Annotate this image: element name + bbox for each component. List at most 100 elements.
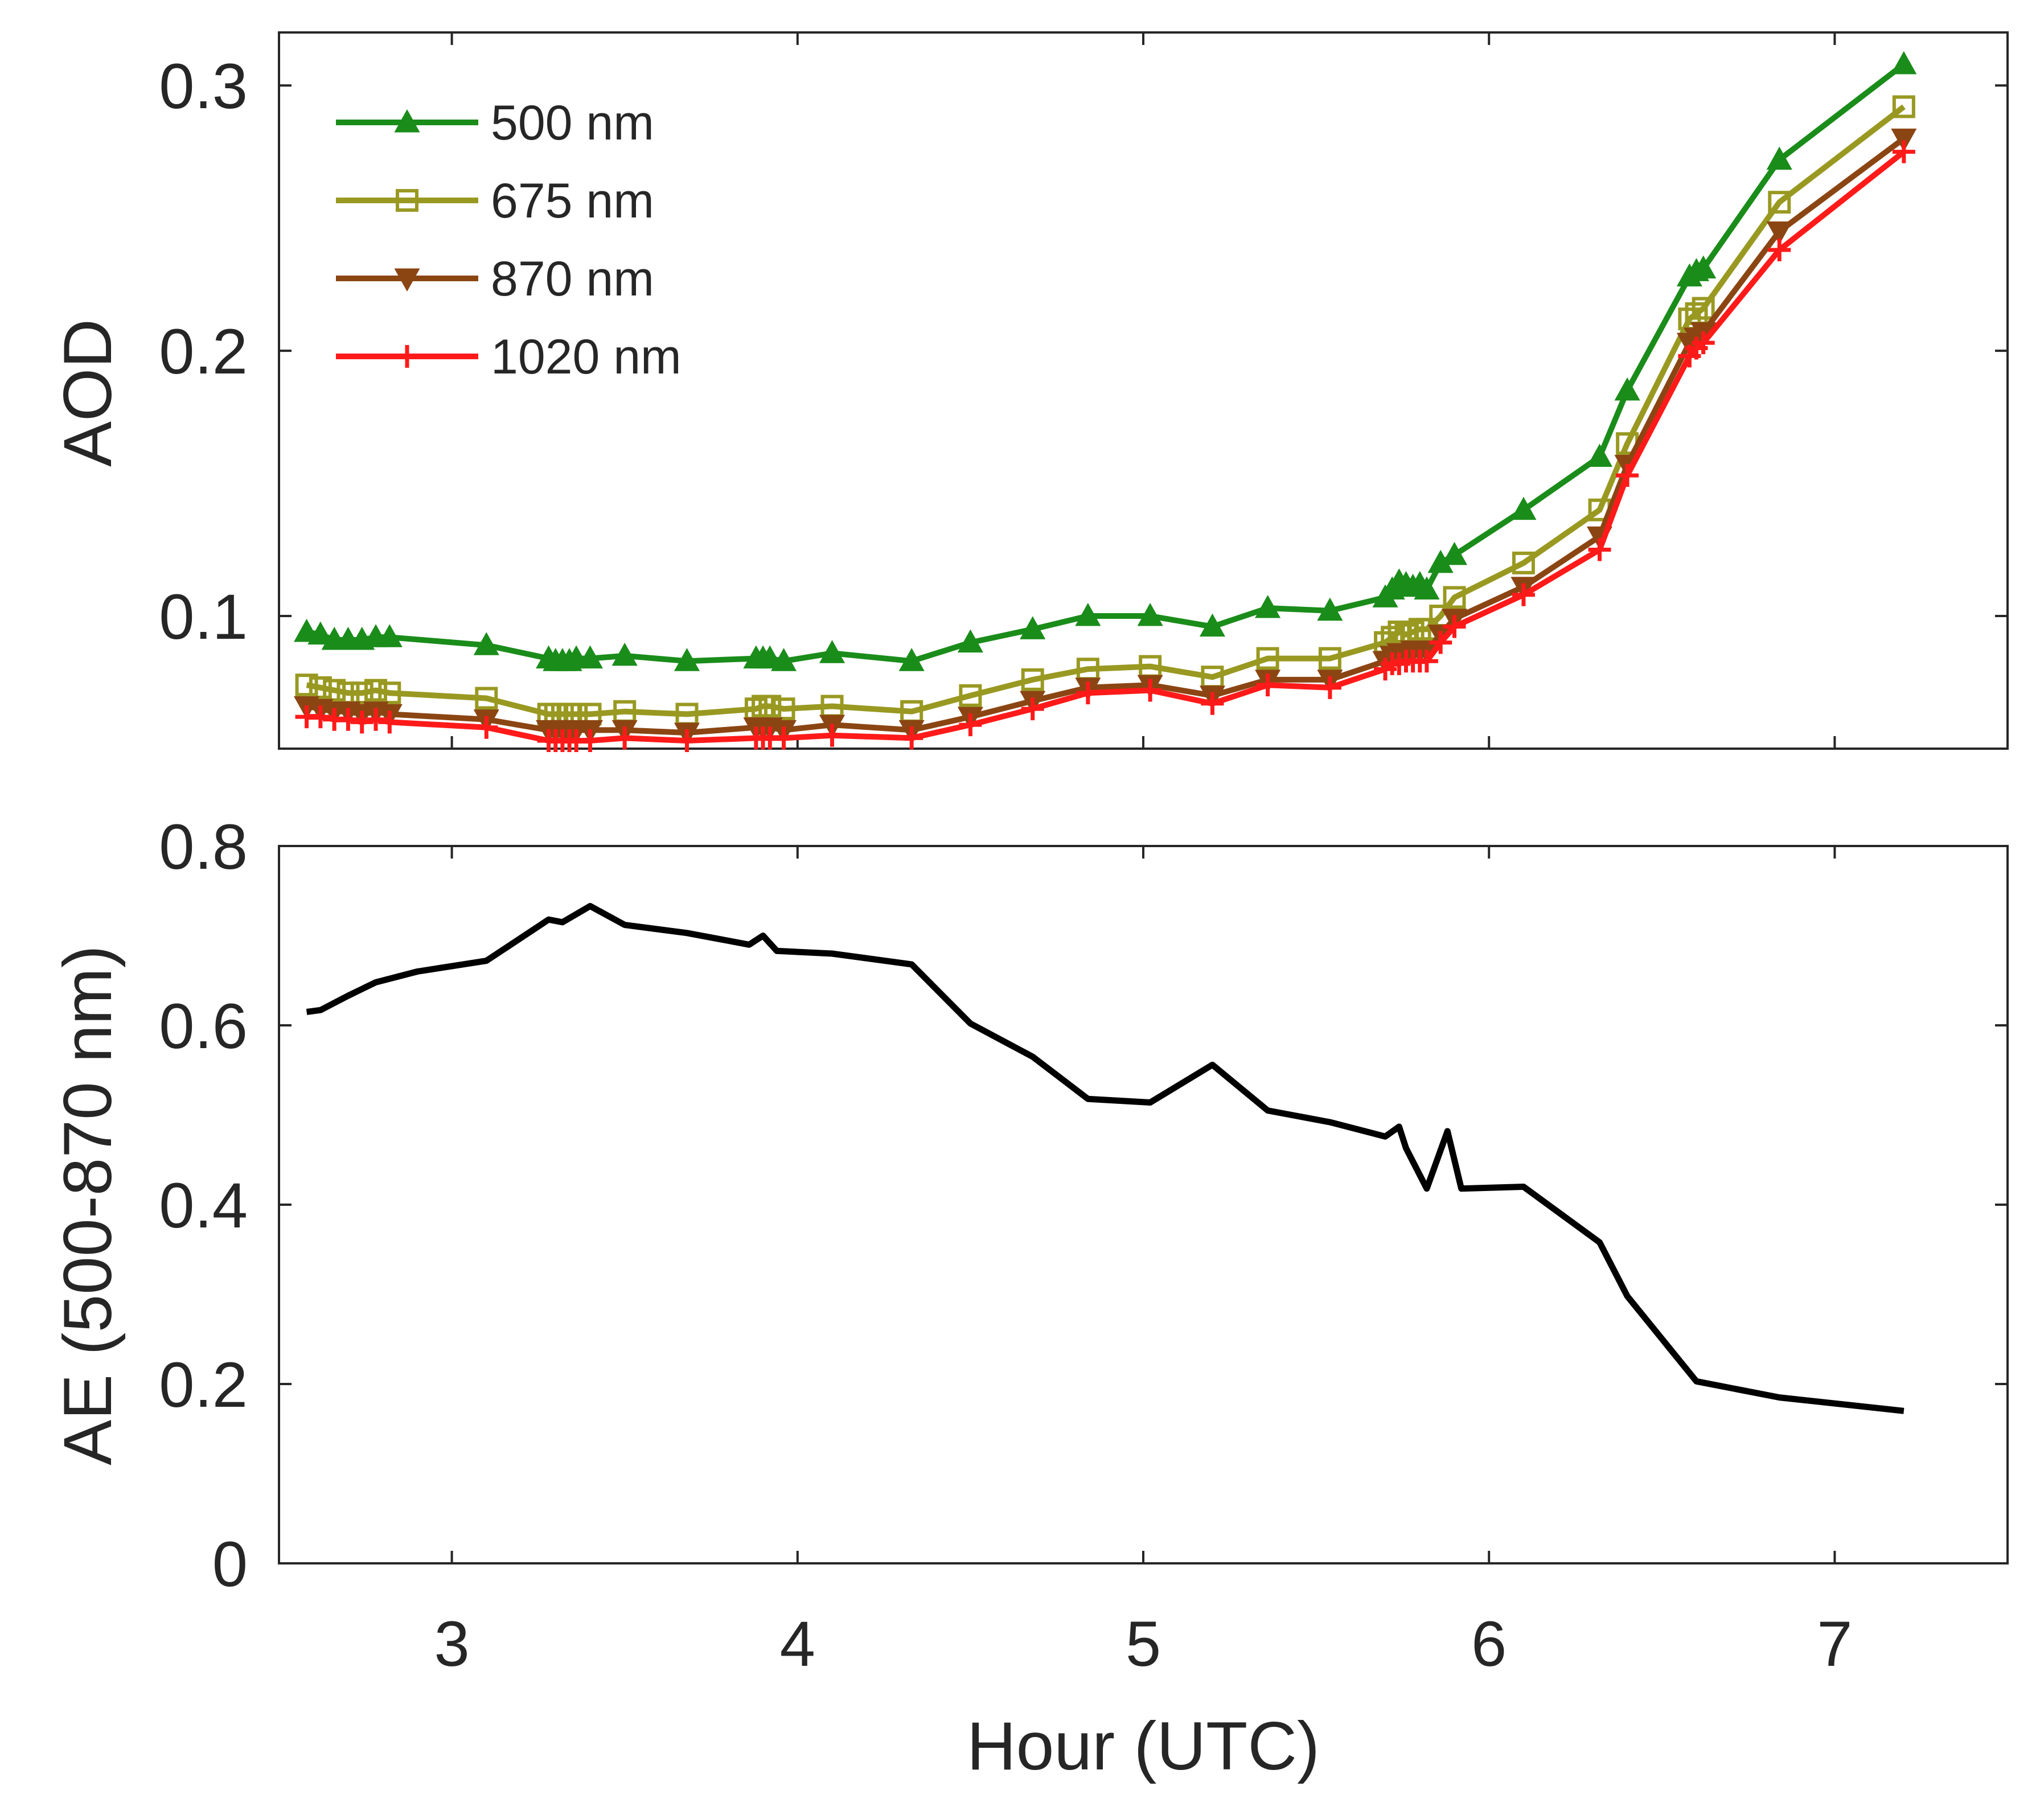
data-point-1020-nm [1139, 679, 1162, 702]
data-point-1020-nm [378, 711, 401, 734]
aod-y-tick-label: 0.1 [159, 581, 248, 652]
data-point-675-nm [309, 676, 332, 699]
legend-marker-870-nm [394, 268, 420, 292]
data-point-1020-nm [475, 716, 498, 739]
data-point-500-nm [1075, 602, 1101, 626]
ae-panel: 3 4 5 6 7 0 0.2 0.4 0.6 0.8 AE (500-870 nm) Hour … [50, 811, 2009, 1784]
data-point-500-nm [1511, 496, 1537, 520]
data-point-500-nm [1414, 576, 1440, 599]
series-line-500-nm [306, 61, 1906, 664]
data-point-675-nm [378, 681, 401, 705]
legend-label-500-nm: 500 nm [491, 96, 654, 150]
data-point-675-nm [1256, 647, 1279, 670]
data-point-1020-nm [1201, 692, 1224, 715]
data-point-1020-nm [336, 708, 360, 731]
aod-y-axis-label: AOD [50, 319, 126, 467]
legend-marker-1020-nm [396, 345, 418, 368]
data-point-1020-nm [1588, 538, 1611, 561]
series-line-675-nm [306, 104, 1906, 717]
data-point-500-nm [1199, 613, 1225, 637]
data-point-675-nm [1318, 647, 1341, 670]
ae-tick-labels: 3 4 5 6 7 0 0.2 0.4 0.6 0.8 [159, 811, 1852, 1679]
data-point-1020-nm [1443, 615, 1466, 638]
data-point-500-nm [376, 624, 403, 647]
data-point-675-nm [1443, 586, 1466, 609]
data-point-675-nm [1512, 551, 1535, 574]
data-point-1020-nm [1256, 674, 1279, 697]
x-axis-label: Hour (UTC) [967, 1708, 1320, 1784]
legend: 500 nm 675 nm 870 nm 1020 nm [336, 96, 682, 384]
series-line-1020-nm [306, 149, 1906, 744]
data-point-500-nm [1690, 255, 1717, 279]
data-point-500-nm [307, 621, 334, 645]
data-point-1020-nm [1768, 239, 1791, 262]
aod-series [294, 51, 1917, 753]
ae-y-tick-label: 0.6 [159, 991, 248, 1062]
legend-label-870-nm: 870 nm [491, 252, 654, 306]
data-point-1020-nm [364, 708, 388, 731]
data-point-1020-nm [1429, 631, 1452, 654]
series-675-nm [295, 95, 1915, 726]
data-point-675-nm [364, 679, 388, 702]
data-point-675-nm [772, 697, 795, 721]
ae-ticks [279, 845, 2008, 1564]
data-point-1020-nm [772, 726, 795, 750]
data-point-500-nm [473, 632, 499, 655]
aod-y-tick-label: 0.3 [159, 51, 248, 122]
aod-axes-box [278, 31, 2009, 750]
data-point-500-nm [1137, 602, 1163, 626]
data-point-675-nm [1021, 668, 1044, 691]
ae-x-tick-label: 6 [1471, 1608, 1507, 1679]
data-point-1020-nm [1415, 650, 1438, 673]
legend-label-675-nm: 675 nm [491, 174, 654, 228]
data-point-500-nm [1020, 616, 1046, 639]
data-point-1020-nm [1021, 697, 1044, 721]
data-point-500-nm [757, 645, 783, 669]
series-line-ae [306, 903, 1905, 1414]
data-point-500-nm [1891, 51, 1917, 75]
data-point-1020-nm [309, 705, 332, 729]
ae-y-tick-label: 0 [212, 1529, 248, 1600]
data-point-1020-nm [613, 726, 637, 750]
data-point-500-nm [898, 648, 925, 671]
ae-series [306, 903, 1905, 1414]
data-point-500-nm [294, 618, 320, 642]
data-point-1020-nm [1892, 140, 1915, 163]
ae-x-tick-label: 5 [1126, 1608, 1161, 1679]
aod-tick-labels: 0.1 0.2 0.3 [159, 51, 248, 652]
data-point-1020-nm [578, 729, 602, 753]
ae-y-tick-label: 0.4 [159, 1170, 248, 1241]
data-point-675-nm [1768, 191, 1791, 214]
data-point-500-nm [1441, 541, 1468, 565]
data-point-1020-nm [1076, 681, 1099, 705]
data-point-500-nm [1586, 443, 1613, 467]
ae-y-axis-label: AE (500-870 nm) [50, 945, 126, 1465]
data-point-500-nm [1766, 146, 1792, 170]
data-point-500-nm [1317, 597, 1343, 621]
ae-x-tick-label: 3 [434, 1608, 469, 1679]
data-point-1020-nm [959, 713, 982, 737]
data-point-675-nm [758, 695, 782, 718]
data-point-870-nm [1766, 221, 1792, 245]
data-point-500-nm [1614, 377, 1640, 401]
series-line-870-nm [306, 136, 1906, 736]
ae-x-tick-label: 4 [780, 1608, 815, 1679]
data-point-675-nm [295, 674, 318, 697]
data-point-1020-nm [675, 729, 699, 753]
legend-marker-675-nm [396, 189, 418, 212]
ae-y-tick-label: 0.2 [159, 1349, 248, 1420]
data-point-675-nm [959, 684, 982, 707]
data-point-1020-nm [900, 726, 924, 750]
legend-marker-500-nm [394, 109, 420, 133]
data-point-1020-nm [1692, 331, 1715, 355]
series-1020-nm [295, 140, 1915, 753]
data-point-1020-nm [350, 711, 373, 734]
data-point-1020-nm [1616, 464, 1639, 487]
data-point-500-nm [1255, 594, 1281, 618]
data-point-675-nm [350, 681, 373, 705]
aod-y-tick-label: 0.2 [159, 316, 248, 387]
data-point-500-nm [770, 648, 797, 671]
ae-axes-box [278, 845, 2009, 1564]
legend-label-1020-nm: 1020 nm [491, 330, 682, 384]
